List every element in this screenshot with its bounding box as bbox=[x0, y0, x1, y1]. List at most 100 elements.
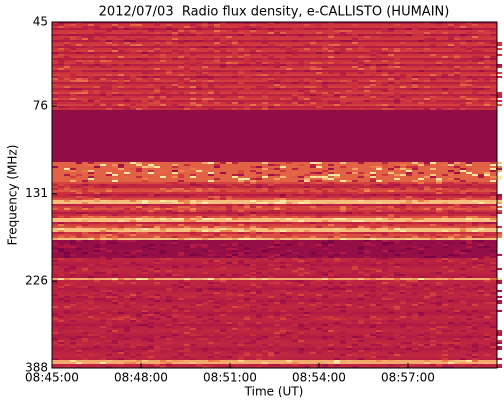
spectrogram-cell bbox=[394, 182, 400, 184]
spectrogram-cell bbox=[388, 360, 394, 362]
spectrogram-cell bbox=[142, 228, 148, 230]
spectrogram-cell bbox=[178, 308, 184, 310]
spectrogram-cell bbox=[256, 272, 262, 274]
spectrogram-cell bbox=[280, 86, 286, 88]
spectrogram-cell bbox=[160, 352, 166, 354]
spectrogram-cell bbox=[298, 178, 304, 180]
spectrogram-cell bbox=[496, 366, 502, 368]
spectrogram-row bbox=[52, 228, 497, 230]
spectrogram-cell bbox=[226, 56, 232, 58]
spectrogram-cell bbox=[70, 242, 76, 244]
spectrogram-cell bbox=[388, 72, 394, 74]
spectrogram-cell bbox=[448, 254, 454, 256]
spectrogram-cell bbox=[166, 332, 172, 334]
spectrogram-cell bbox=[256, 350, 262, 352]
spectrogram-cell bbox=[82, 300, 88, 302]
spectrogram-cell bbox=[70, 190, 76, 192]
spectrogram-cell bbox=[364, 244, 370, 246]
spectrogram-cell bbox=[460, 36, 466, 38]
spectrogram-cell bbox=[310, 254, 316, 256]
spectrogram-cell bbox=[322, 286, 328, 288]
spectrogram-cell bbox=[262, 296, 268, 298]
spectrogram-cell bbox=[334, 304, 340, 306]
spectrogram-cell bbox=[406, 236, 412, 238]
spectrogram-cell bbox=[214, 90, 220, 92]
spectrogram-cell bbox=[484, 336, 490, 338]
spectrogram-cell bbox=[340, 300, 346, 302]
spectrogram-cell bbox=[316, 216, 322, 218]
spectrogram-cell bbox=[178, 92, 184, 94]
spectrogram-cell bbox=[388, 190, 394, 192]
spectrogram-cell bbox=[106, 172, 112, 174]
spectrogram-cell bbox=[154, 364, 160, 366]
spectrogram-cell bbox=[172, 312, 178, 314]
spectrogram-cell bbox=[292, 98, 298, 100]
spectrogram-cell bbox=[250, 196, 256, 198]
spectrogram-cell bbox=[412, 28, 418, 30]
spectrogram-cell bbox=[172, 104, 178, 106]
spectrogram-row bbox=[52, 192, 497, 194]
spectrogram-cell bbox=[430, 162, 436, 164]
spectrogram-cell bbox=[334, 50, 340, 52]
spectrogram-cell bbox=[274, 314, 280, 316]
spectrogram-cell bbox=[274, 324, 280, 326]
spectrogram-cell bbox=[142, 202, 148, 204]
spectrogram-cell bbox=[220, 288, 226, 290]
spectrogram-cell bbox=[340, 190, 346, 192]
spectrogram-cell bbox=[112, 334, 118, 336]
spectrogram-cell bbox=[376, 216, 382, 218]
spectrogram-cell bbox=[352, 172, 358, 174]
spectrogram-cell bbox=[436, 330, 442, 332]
spectrogram-cell bbox=[262, 58, 268, 60]
spectrogram-cell bbox=[64, 168, 70, 170]
spectrogram-cell bbox=[64, 66, 70, 68]
spectrogram-cell bbox=[220, 216, 226, 218]
spectrogram-cell bbox=[280, 254, 286, 256]
spectrogram-cell bbox=[160, 244, 166, 246]
spectrogram-cell bbox=[148, 272, 154, 274]
spectrogram-cell bbox=[208, 196, 214, 198]
spectrogram-cell bbox=[112, 278, 118, 280]
spectrogram-cell bbox=[142, 320, 148, 322]
spectrogram-cell bbox=[214, 230, 220, 232]
spectrogram-cell bbox=[352, 66, 358, 68]
spectrogram-cell bbox=[454, 68, 460, 70]
spectrogram-cell bbox=[214, 282, 220, 284]
spectrogram-cell bbox=[388, 206, 394, 208]
spectrogram-cell bbox=[382, 64, 388, 66]
spectrogram-cell bbox=[118, 60, 124, 62]
spectrogram-cell bbox=[370, 166, 376, 168]
spectrogram-cell bbox=[328, 48, 334, 50]
spectrogram-cell bbox=[268, 214, 274, 216]
spectrogram-row bbox=[52, 356, 497, 358]
spectrogram-cell bbox=[370, 52, 376, 54]
spectrogram-cell bbox=[418, 188, 424, 190]
spectrogram-cell bbox=[214, 24, 220, 26]
spectrogram-cell bbox=[124, 364, 130, 366]
spectrogram-cell bbox=[400, 312, 406, 314]
spectrogram-cell bbox=[334, 174, 340, 176]
spectrogram-cell bbox=[472, 50, 478, 52]
spectrogram-cell bbox=[190, 174, 196, 176]
spectrogram-cell bbox=[172, 244, 178, 246]
spectrogram-cell bbox=[208, 176, 214, 178]
spectrogram-cell bbox=[352, 270, 358, 272]
spectrogram-cell bbox=[148, 50, 154, 52]
spectrogram-cell bbox=[166, 274, 172, 276]
spectrogram-cell bbox=[118, 50, 124, 52]
spectrogram-cell bbox=[280, 332, 286, 334]
spectrogram-cell bbox=[64, 254, 70, 256]
spectrogram-cell bbox=[466, 84, 472, 86]
spectrogram-cell bbox=[232, 66, 238, 68]
spectrogram-cell bbox=[256, 358, 262, 360]
spectrogram-cell bbox=[370, 244, 376, 246]
spectrogram-cell bbox=[352, 354, 358, 356]
spectrogram-cell bbox=[304, 282, 310, 284]
spectrogram-cell bbox=[382, 250, 388, 252]
spectrogram-cell bbox=[118, 312, 124, 314]
spectrogram-cell bbox=[88, 198, 94, 200]
spectrogram-cell bbox=[382, 238, 388, 240]
spectrogram-cell bbox=[52, 166, 58, 168]
spectrogram-cell bbox=[52, 238, 58, 240]
spectrogram-cell bbox=[232, 62, 238, 64]
